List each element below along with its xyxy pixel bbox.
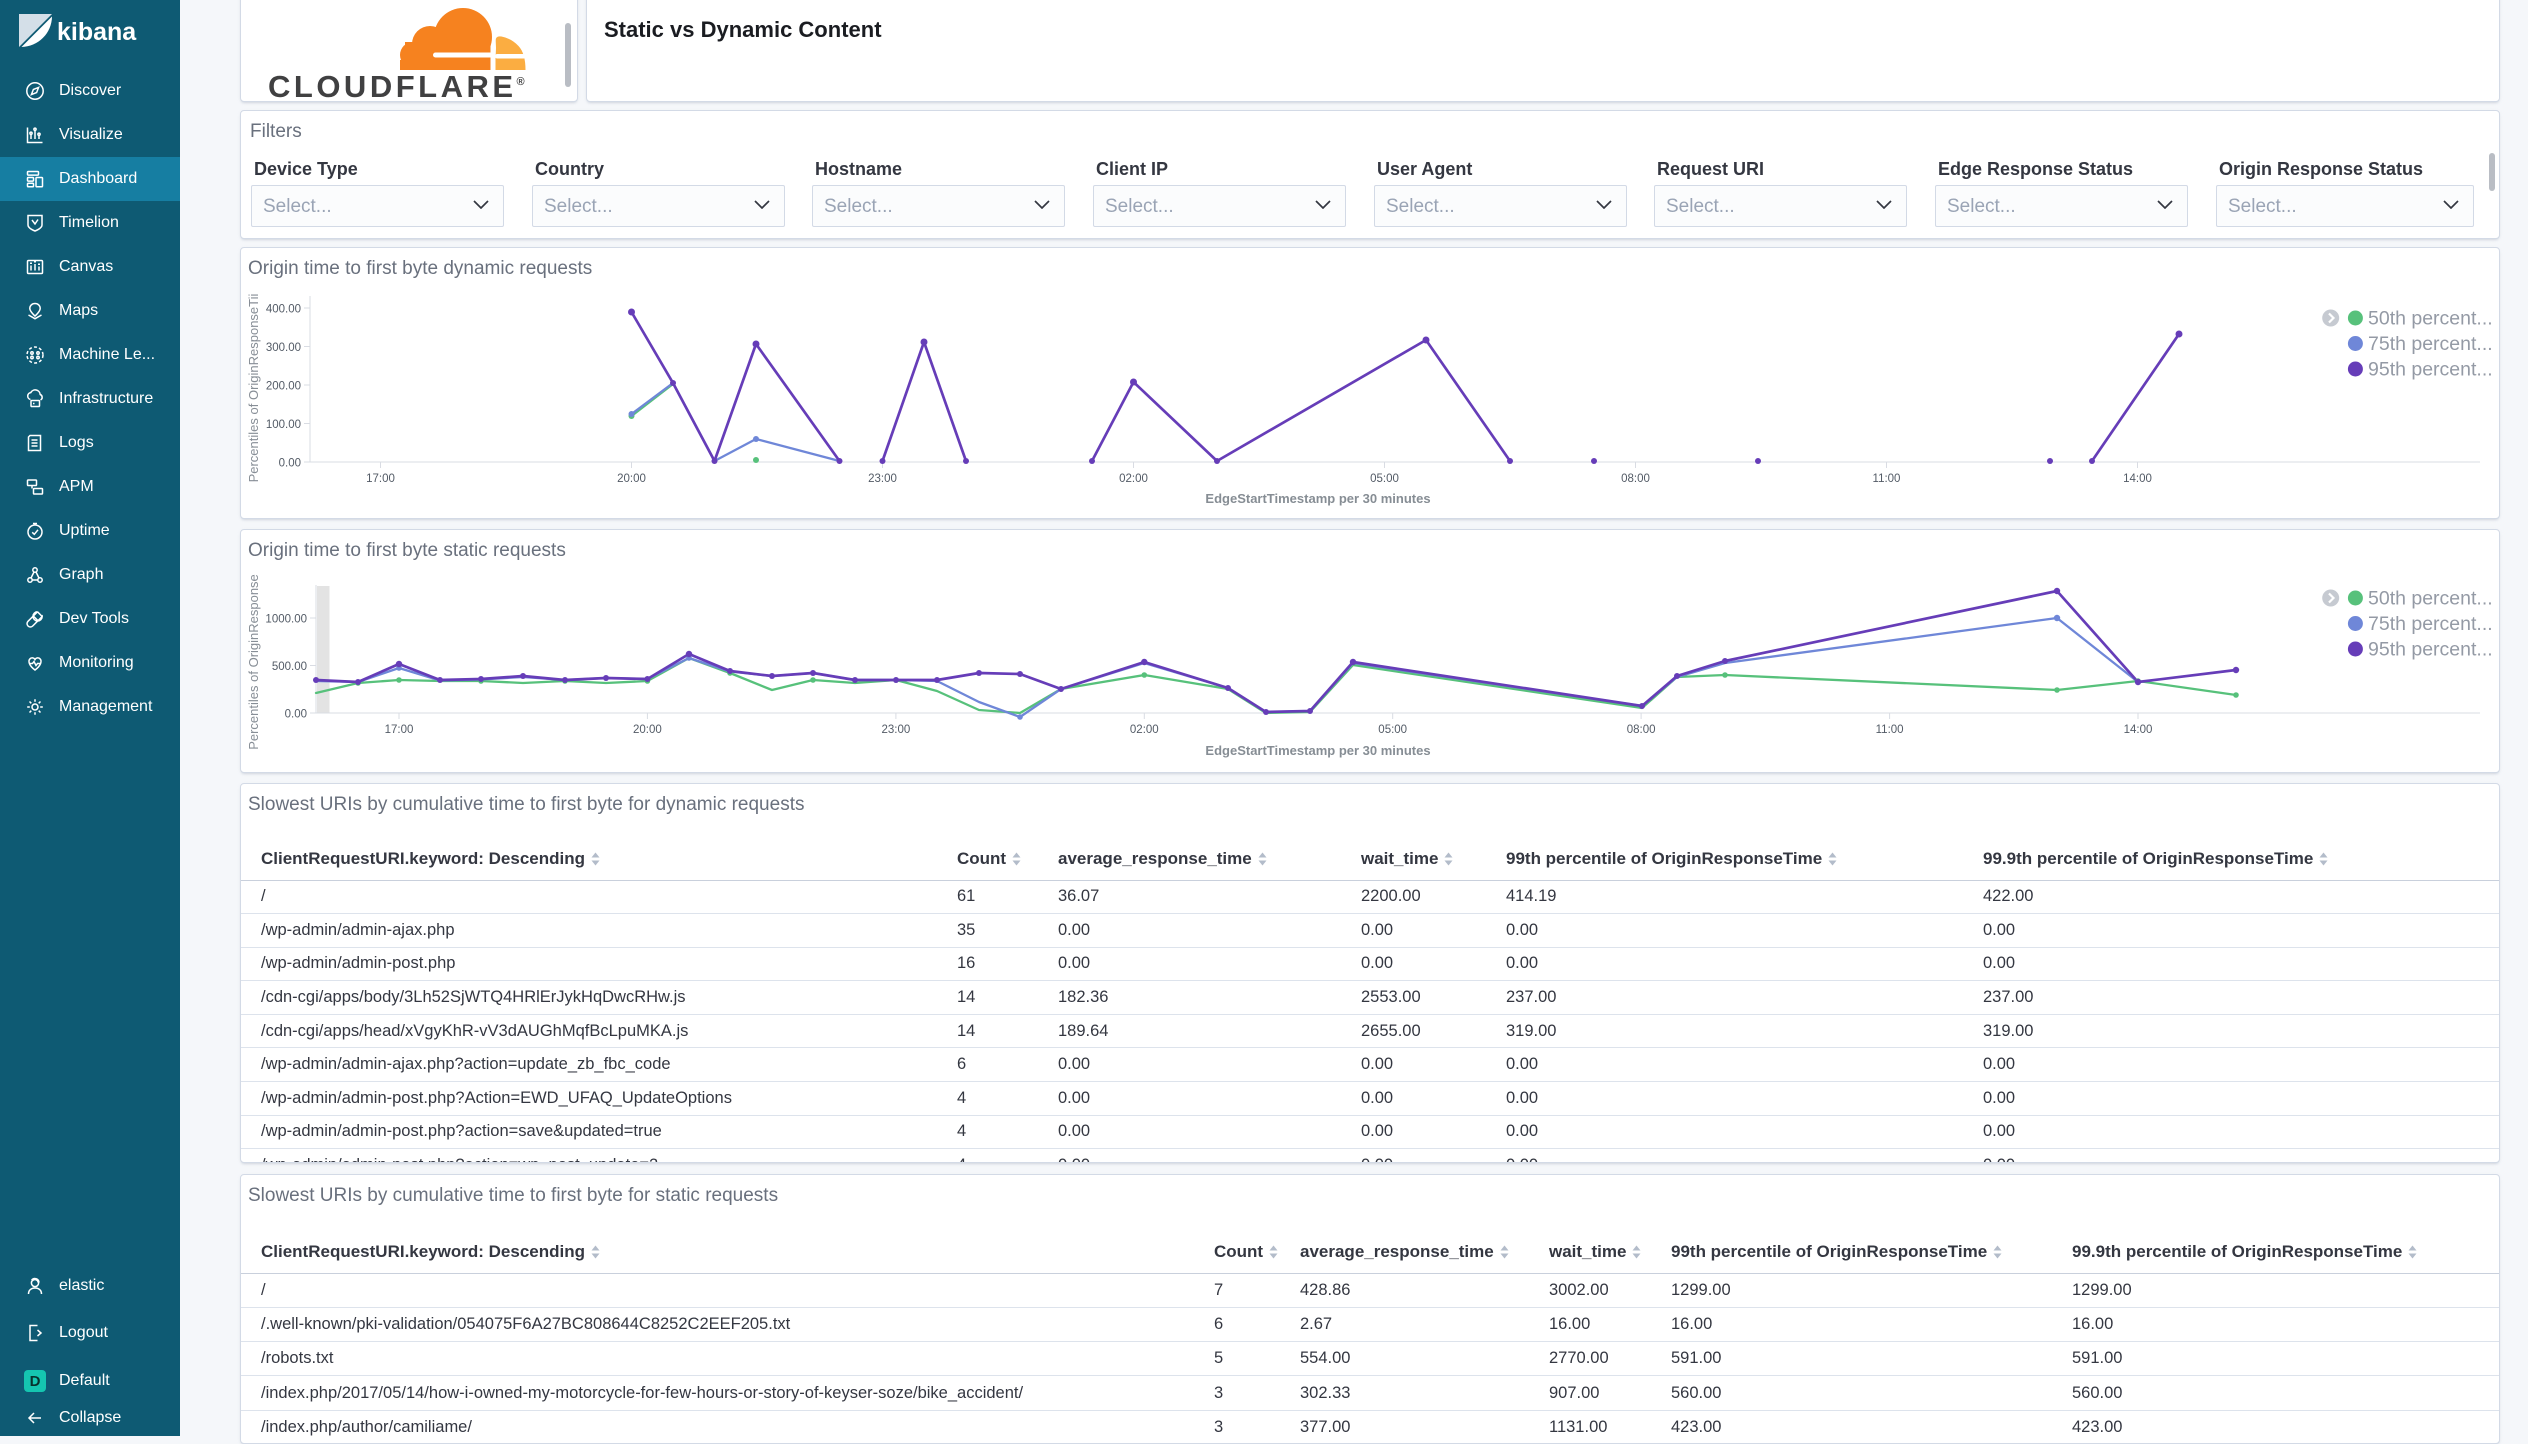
svg-text:08:00: 08:00 [1627, 724, 1656, 736]
svg-text:100.00: 100.00 [266, 419, 301, 431]
svg-text:23:00: 23:00 [882, 724, 911, 736]
svg-text:23:00: 23:00 [868, 473, 897, 485]
svg-text:EdgeStartTimestamp per 30 minu: EdgeStartTimestamp per 30 minutes [1205, 491, 1430, 506]
svg-text:Percentiles of OriginResponse: Percentiles of OriginResponse [246, 574, 261, 750]
svg-text:D: D [30, 1373, 41, 1390]
svg-text:75th percent...: 75th percent... [2368, 613, 2493, 635]
svg-text:08:00: 08:00 [1621, 473, 1650, 485]
svg-text:05:00: 05:00 [1370, 473, 1399, 485]
svg-text:20:00: 20:00 [617, 473, 646, 485]
svg-text:17:00: 17:00 [385, 724, 414, 736]
svg-text:Percentiles of OriginResponseT: Percentiles of OriginResponseTii [246, 293, 261, 482]
svg-text:11:00: 11:00 [1876, 724, 1904, 736]
svg-text:20:00: 20:00 [633, 724, 662, 736]
svg-text:05:00: 05:00 [1378, 724, 1407, 736]
svg-text:50th percent...: 50th percent... [2368, 308, 2493, 330]
svg-text:500.00: 500.00 [272, 661, 307, 673]
svg-text:300.00: 300.00 [266, 342, 301, 354]
svg-text:95th percent...: 95th percent... [2368, 639, 2493, 661]
svg-text:EdgeStartTimestamp per 30 minu: EdgeStartTimestamp per 30 minutes [1205, 743, 1430, 758]
svg-text:1000.00: 1000.00 [265, 614, 307, 626]
svg-text:50th percent...: 50th percent... [2368, 588, 2493, 610]
svg-text:17:00: 17:00 [366, 473, 395, 485]
svg-text:400.00: 400.00 [266, 304, 301, 316]
svg-text:14:00: 14:00 [2124, 724, 2153, 736]
svg-text:0.00: 0.00 [279, 458, 301, 470]
svg-text:200.00: 200.00 [266, 381, 301, 393]
svg-text:75th percent...: 75th percent... [2368, 333, 2493, 355]
svg-text:02:00: 02:00 [1130, 724, 1159, 736]
svg-text:0.00: 0.00 [285, 709, 307, 721]
svg-text:11:00: 11:00 [1873, 473, 1901, 485]
svg-text:02:00: 02:00 [1119, 473, 1148, 485]
svg-text:95th percent...: 95th percent... [2368, 359, 2493, 381]
svg-text:14:00: 14:00 [2123, 473, 2152, 485]
